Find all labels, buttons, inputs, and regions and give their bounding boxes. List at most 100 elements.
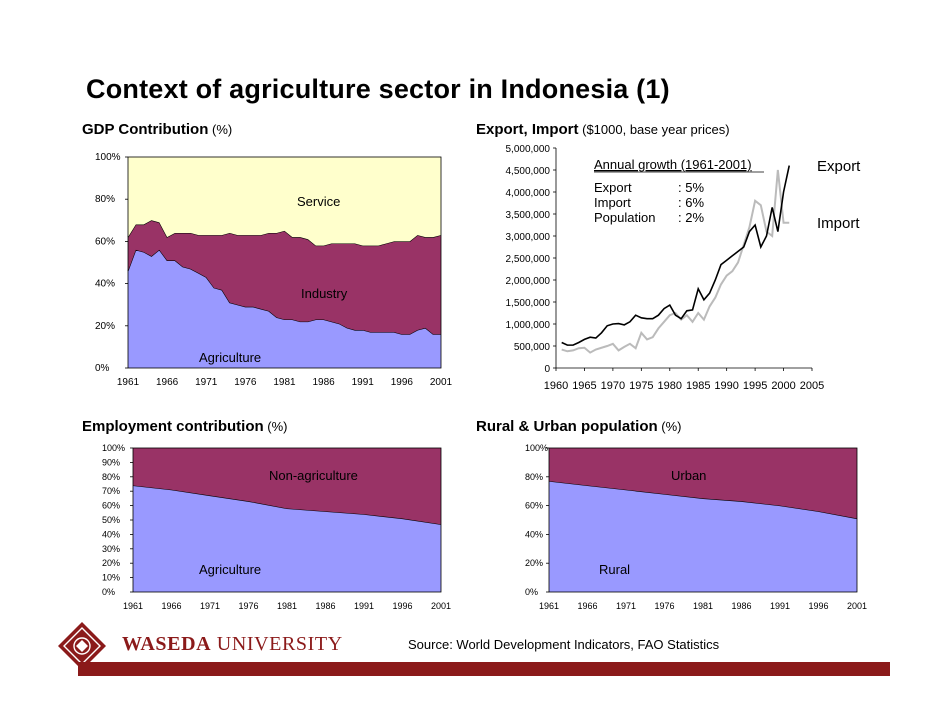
trade-x-tick-label: 1985 (686, 380, 710, 392)
trade-y-tick-label: 3,000,000 (506, 232, 551, 243)
population-chart-title-unit: (%) (657, 419, 682, 434)
gdp-x-tick-label: 1986 (313, 377, 336, 388)
emp-series-label: Non-agriculture (269, 468, 358, 483)
emp-x-tick-label: 1976 (238, 601, 258, 611)
gdp-y-tick-label: 60% (95, 236, 115, 247)
emp-x-tick-label: 1991 (354, 601, 374, 611)
gdp-y-tick-label: 40% (95, 279, 115, 290)
gdp-x-tick-label: 2001 (430, 377, 453, 388)
trade-annotation-value: : 6% (678, 195, 704, 210)
emp-y-tick-label: 40% (102, 529, 120, 539)
gdp-chart-title: GDP Contribution (%) (82, 121, 232, 138)
pop-series-label: Urban (671, 468, 706, 483)
emp-y-tick-label: 0% (102, 587, 115, 597)
emp-area-agriculture (133, 485, 441, 592)
emp-y-tick-label: 80% (102, 472, 120, 482)
gdp-y-tick-label: 0% (95, 363, 110, 374)
gdp-plot-frame (127, 156, 442, 369)
gdp-x-tick-label: 1981 (273, 377, 296, 388)
gdp-x-tick-label: 1961 (117, 377, 140, 388)
employment-chart-title: Employment contribution (%) (82, 418, 288, 435)
trade-series-label-import: Import (817, 215, 860, 232)
emp-y-tick-label: 30% (102, 544, 120, 554)
trade-y-tick-label: 4,000,000 (506, 188, 551, 199)
pop-x-tick-label: 2001 (847, 601, 867, 611)
trade-annotation-value: : 5% (678, 180, 704, 195)
gdp-area-service (128, 157, 441, 246)
trade-x-tick-label: 1960 (544, 380, 568, 392)
trade-annotation-heading: Annual growth (1961-2001) (594, 157, 752, 172)
trade-chart-title-unit: ($1000, base year prices) (578, 122, 730, 137)
pop-x-tick-label: 1966 (577, 601, 597, 611)
pop-y-tick-label: 80% (525, 472, 543, 482)
emp-x-tick-label: 1966 (161, 601, 181, 611)
gdp-area-industry (128, 220, 441, 335)
trade-x-tick-label: 1990 (714, 380, 738, 392)
gdp-x-tick-label: 1976 (234, 377, 257, 388)
emp-y-tick-label: 100% (102, 443, 125, 453)
gdp-y-tick-label: 20% (95, 321, 115, 332)
university-logo-text: WASEDA UNIVERSITY (122, 633, 343, 656)
gdp-series-label: Service (297, 194, 340, 209)
footer-bar (78, 662, 890, 676)
trade-x-tick-label: 1970 (601, 380, 625, 392)
trade-y-tick-label: 5,000,000 (506, 144, 551, 155)
trade-y-tick-label: 1,500,000 (506, 298, 551, 309)
pop-x-tick-label: 1981 (693, 601, 713, 611)
gdp-x-tick-label: 1971 (195, 377, 218, 388)
pop-y-tick-label: 60% (525, 501, 543, 511)
emp-series-label: Agriculture (199, 562, 261, 577)
trade-y-tick-label: 3,500,000 (506, 210, 551, 221)
emp-x-tick-label: 1961 (123, 601, 143, 611)
employment-area-chart: 0% 10% 20% 30% 40% 50% 60% 70% 80% 90% 100% 1961 196… (102, 443, 451, 611)
trade-line-chart: 0 500,000 1,000,000 1,500,000 2,000,000 2,500… (506, 144, 862, 392)
pop-area-urban (549, 448, 857, 519)
trade-chart-title: Export, Import ($1000, base year prices) (476, 121, 730, 138)
employment-chart-title-main: Employment contribution (82, 418, 264, 435)
gdp-series-label: Industry (301, 286, 348, 301)
employment-chart-title-unit: (%) (263, 419, 288, 434)
trade-x-tick-label: 1995 (743, 380, 767, 392)
pop-y-tick-label: 0% (525, 587, 538, 597)
pop-y-tick-label: 100% (525, 443, 548, 453)
emp-y-tick-label: 20% (102, 558, 120, 568)
emp-y-tick-label: 90% (102, 457, 120, 467)
emp-x-tick-label: 1981 (277, 601, 297, 611)
source-note: Source: World Development Indicators, FA… (408, 637, 720, 652)
pop-y-tick-label: 20% (525, 558, 543, 568)
trade-y-tick-label: 4,500,000 (506, 166, 551, 177)
emp-y-tick-label: 70% (102, 486, 120, 496)
trade-x-tick-label: 1980 (658, 380, 682, 392)
emp-y-tick-label: 60% (102, 501, 120, 511)
pop-y-tick-label: 40% (525, 529, 543, 539)
emp-y-tick-label: 50% (102, 515, 120, 525)
trade-x-tick-label: 2005 (800, 380, 824, 392)
emp-x-tick-label: 1986 (315, 601, 335, 611)
trade-line-import (561, 169, 790, 354)
gdp-y-tick-label: 80% (95, 194, 115, 205)
trade-annotation-value: : 2% (678, 210, 704, 225)
gdp-chart-title-main: GDP Contribution (82, 121, 209, 138)
emp-x-tick-label: 1996 (392, 601, 412, 611)
population-area-chart: 0% 20% 40% 60% 80% 100% 1961 1966 1971 1976 1981 19… (525, 443, 867, 611)
gdp-chart-title-unit: (%) (208, 122, 233, 137)
pop-series-label: Rural (599, 562, 630, 577)
emp-y-tick-label: 10% (102, 573, 120, 583)
emp-area-non-agriculture (133, 448, 441, 525)
trade-y-tick-label: 2,000,000 (506, 276, 551, 287)
gdp-series-label: Agriculture (199, 350, 261, 365)
trade-y-tick-label: 2,500,000 (506, 254, 551, 265)
pop-plot-frame (548, 447, 858, 593)
trade-series-label-export: Export (817, 158, 861, 175)
pop-area-rural (549, 481, 857, 592)
gdp-y-tick-label: 100% (95, 152, 121, 163)
trade-annotation-label: Population (594, 210, 655, 225)
gdp-x-tick-label: 1991 (352, 377, 375, 388)
gdp-x-tick-label: 1996 (391, 377, 414, 388)
trade-line-export (561, 165, 791, 346)
emp-x-tick-label: 2001 (431, 601, 451, 611)
trade-y-tick-label: 500,000 (514, 342, 551, 353)
logo-name-rest: UNIVERSITY (211, 633, 343, 655)
population-chart-title: Rural & Urban population (%) (476, 418, 682, 435)
